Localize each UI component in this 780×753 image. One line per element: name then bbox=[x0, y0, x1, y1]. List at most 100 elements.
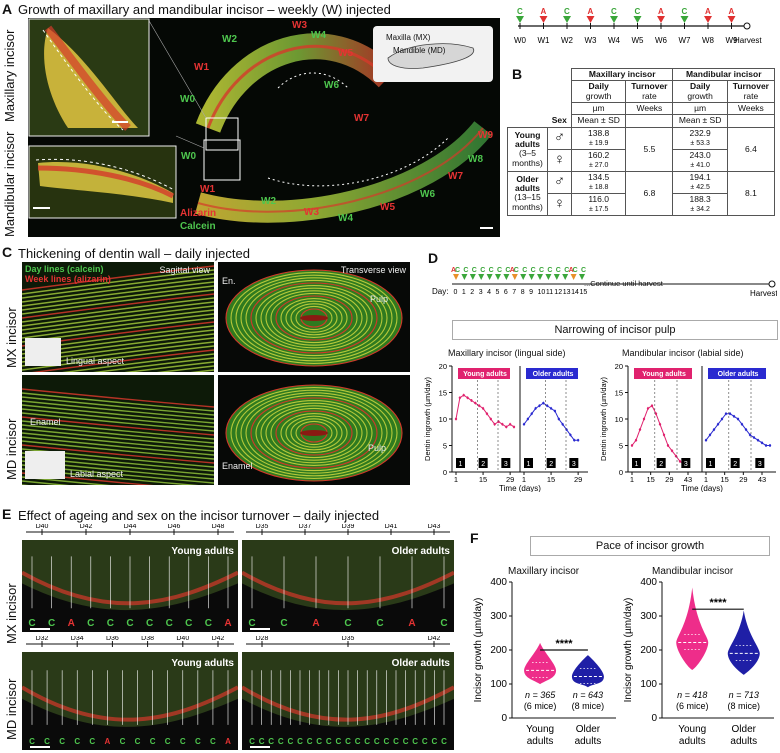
injection-mark: C bbox=[259, 737, 265, 746]
timeline-week-label: W7 bbox=[679, 36, 692, 45]
phase-label: 1 bbox=[459, 461, 463, 468]
growth-line bbox=[22, 281, 214, 307]
injection-mark: C bbox=[59, 737, 65, 746]
violin-chart-md: 0 100 200 300 400 Incisor growth (µm/day) n = … bbox=[620, 576, 778, 752]
dentin-ring bbox=[265, 290, 363, 346]
growth-line bbox=[22, 424, 214, 444]
pulp-dark-region bbox=[22, 583, 238, 632]
pulp-shape bbox=[300, 430, 328, 436]
day-number: 14 bbox=[571, 289, 579, 296]
dentin-ring bbox=[295, 305, 333, 331]
cell-sd: ± 42.5 bbox=[690, 184, 710, 192]
injection-mark: C bbox=[195, 737, 201, 746]
day-prefix: Day: bbox=[432, 287, 448, 296]
dentin-ring bbox=[255, 400, 373, 466]
timeline-marker-arrow bbox=[610, 16, 618, 23]
category-label: adults bbox=[527, 736, 554, 747]
panel-d-letter: D bbox=[428, 250, 439, 266]
day-label: D44 bbox=[124, 524, 137, 530]
injection-letter: C bbox=[547, 267, 552, 274]
panel-b-letter: B bbox=[512, 66, 523, 82]
panel-e-title: Effect of ageing and sex on the incisor … bbox=[18, 508, 380, 523]
transverse-mx-image: Transverse view En. Pulp bbox=[218, 262, 410, 372]
weekly-injection-timeline: Harvest W0 W1 W2 W3 W4 W5 W6 W7 W8 W9 C A C A C C A C A A bbox=[512, 6, 774, 46]
injection-mark: C bbox=[326, 737, 332, 746]
injection-mark: C bbox=[249, 737, 255, 746]
timeline-week-label: W8 bbox=[702, 36, 715, 45]
group-label: Older adults bbox=[392, 546, 451, 557]
injection-letter: C bbox=[514, 267, 519, 274]
day-number: 3 bbox=[479, 289, 483, 296]
phase-box bbox=[501, 458, 511, 468]
injection-arrow bbox=[503, 274, 510, 280]
day-number: 2 bbox=[470, 289, 474, 296]
x-tick-label: 29 bbox=[739, 475, 747, 484]
phase-label: 3 bbox=[572, 461, 576, 468]
growth-line bbox=[22, 444, 214, 464]
day-label: D28 bbox=[256, 636, 269, 642]
chart-title-mx: Maxillary incisor (lingual side) bbox=[448, 348, 566, 358]
daily-injection-timeline: Day: ...Continue until harvest Harvest 0 A C 1… bbox=[432, 264, 778, 300]
cell-value: 134.5 bbox=[588, 171, 610, 182]
incisor-schematic-icon bbox=[25, 451, 65, 479]
phase-label: 2 bbox=[659, 461, 663, 468]
day-number: 12 bbox=[554, 289, 562, 296]
injection-arrow bbox=[537, 274, 543, 280]
x-tick-label: 1 bbox=[704, 475, 708, 484]
legend-chip-label: Young adults bbox=[463, 371, 507, 378]
injection-mark: A bbox=[312, 618, 319, 629]
violin-shape bbox=[727, 610, 760, 675]
growth-line bbox=[22, 404, 214, 424]
injection-mark: C bbox=[205, 618, 212, 629]
dentin-ring bbox=[235, 389, 393, 477]
growth-line bbox=[22, 285, 214, 311]
dentin-ring bbox=[240, 392, 388, 474]
turnover-value: 6.8 bbox=[625, 170, 674, 216]
timeline-marker-letter: C bbox=[682, 7, 688, 16]
sagittal-md-image: Enamel Labial aspect bbox=[22, 375, 214, 485]
injection-mark: A bbox=[104, 737, 110, 746]
injection-letter: C bbox=[463, 267, 468, 274]
legend-chip-bg bbox=[458, 368, 510, 379]
incisal-edge bbox=[20, 685, 239, 722]
violin-title-md: Mandibular incisor bbox=[652, 566, 734, 577]
panel-a-side-md: Mandibular incisor bbox=[2, 131, 17, 238]
hdr-mx: Maxillary incisor bbox=[570, 67, 674, 82]
panel-f-letter: F bbox=[470, 530, 479, 546]
y-tick-label: 5 bbox=[619, 442, 623, 451]
timeline-marker-arrow bbox=[563, 16, 571, 23]
timeline-marker-letter: C bbox=[611, 7, 617, 16]
y-tick-label: 200 bbox=[490, 645, 507, 656]
injection-mark: C bbox=[44, 737, 50, 746]
growth-line bbox=[22, 289, 214, 315]
week-label: W0 bbox=[181, 151, 196, 162]
pulp-chart-md: 0 5 10 15 20 Dentin ingrowth (µm/day) Time (da… bbox=[596, 360, 780, 493]
dentin-ring bbox=[230, 387, 398, 479]
phase-label: 2 bbox=[733, 461, 737, 468]
injection-letter: C bbox=[581, 267, 586, 274]
timeline-week-label: W1 bbox=[538, 36, 551, 45]
chart-title-md: Mandibular incisor (labial side) bbox=[622, 348, 744, 358]
growth-line bbox=[22, 476, 111, 485]
day-number: 9 bbox=[529, 289, 533, 296]
day-lines-label: Day lines (calcein) bbox=[25, 264, 104, 274]
injection-mark: C bbox=[146, 618, 153, 629]
injection-mark: C bbox=[278, 737, 284, 746]
young-group-label: Young adults (3–5 months) bbox=[507, 126, 548, 172]
growth-label: growth bbox=[687, 90, 713, 101]
injection-mark: C bbox=[280, 618, 287, 629]
injection-letter: C bbox=[480, 267, 485, 274]
y-tick-label: 20 bbox=[439, 362, 447, 371]
timeline-week-label: W5 bbox=[632, 36, 645, 45]
injection-mark: C bbox=[48, 618, 55, 629]
group-label: Older adults bbox=[392, 658, 451, 669]
phase-label: 2 bbox=[481, 461, 485, 468]
week-label: W7 bbox=[354, 113, 369, 124]
dentin-ring bbox=[275, 410, 353, 456]
male-icon: ♂ bbox=[547, 126, 572, 150]
growth-line bbox=[22, 313, 214, 339]
injection-mark: C bbox=[376, 618, 383, 629]
category-label: Older bbox=[732, 724, 757, 735]
turnover-value: 6.4 bbox=[726, 126, 776, 172]
injection-mark: C bbox=[297, 737, 303, 746]
